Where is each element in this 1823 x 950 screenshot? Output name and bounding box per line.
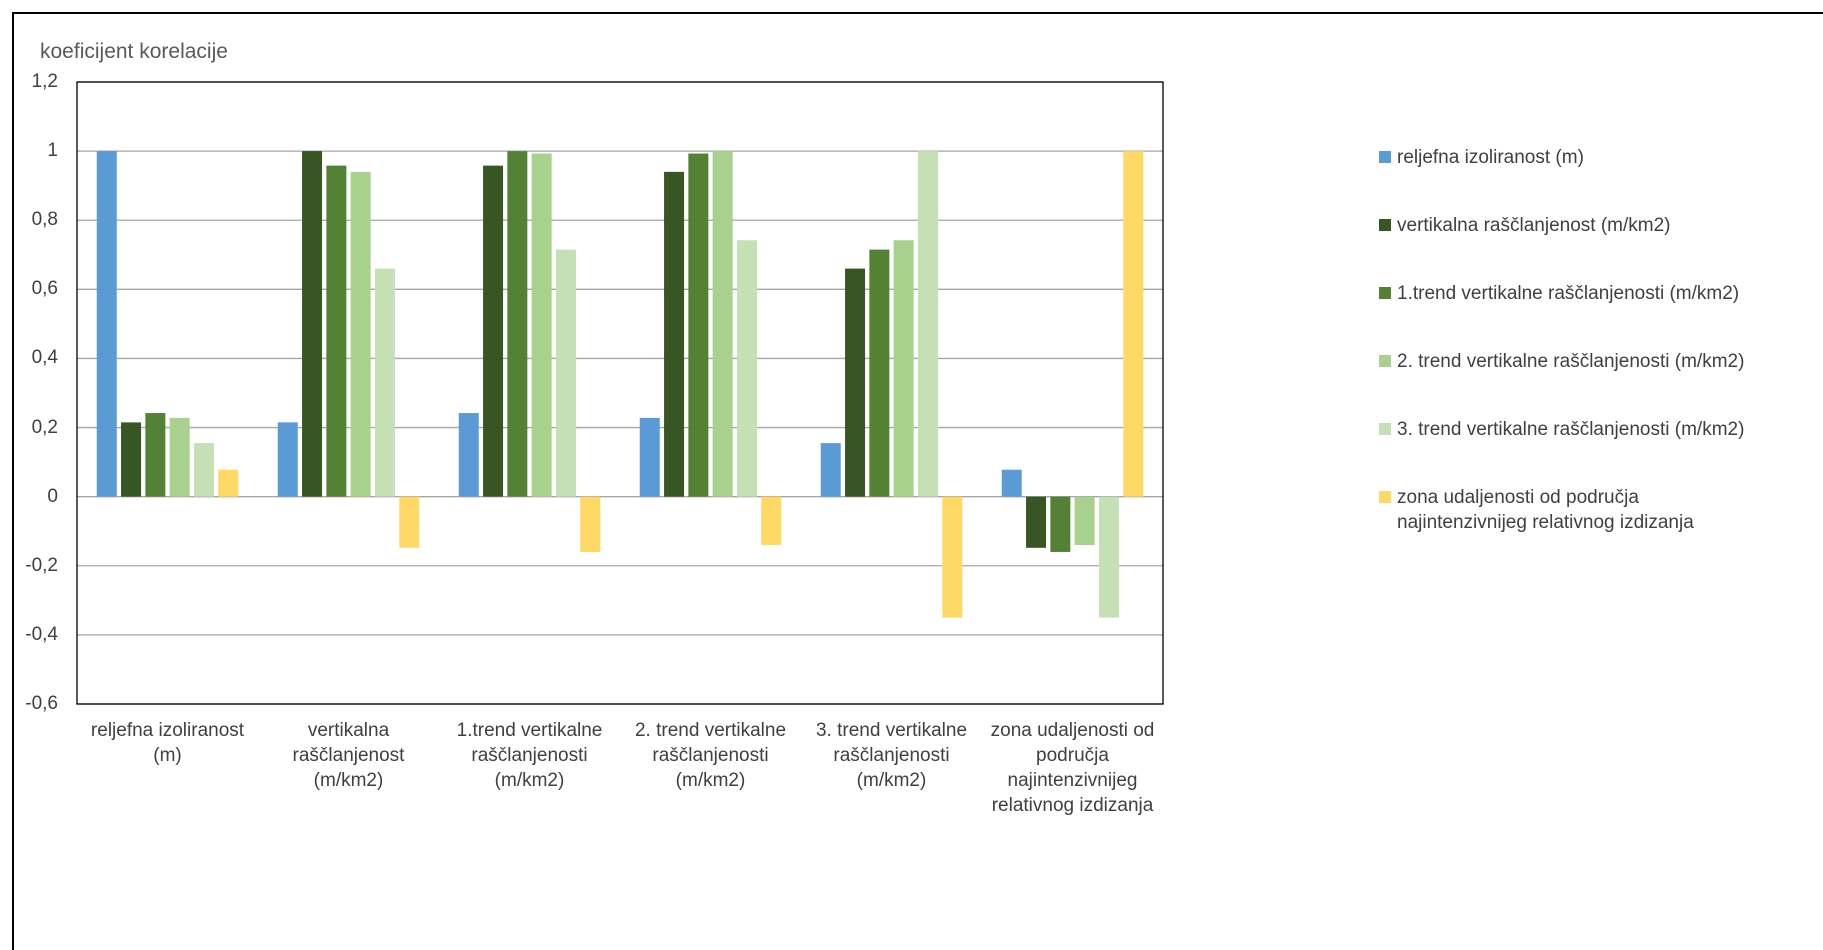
- bar: [96, 151, 117, 497]
- bar: [893, 240, 914, 497]
- x-category-label-line: 2. trend vertikalne: [634, 720, 787, 741]
- x-category-label: vertikalna raščlanjenost (m/km2): [244, 718, 454, 793]
- chart-frame: [12, 12, 1823, 950]
- bar: [218, 469, 239, 497]
- legend-item: vertikalna raščlanjenost (m/km2): [1379, 213, 1670, 238]
- y-axis-title: koeficijent korelacije: [40, 40, 228, 63]
- bar: [869, 249, 890, 497]
- y-tick-label: -0,6: [25, 693, 58, 714]
- bar: [845, 268, 866, 497]
- legend-swatch: [1379, 287, 1391, 299]
- x-category-label-line: područja: [1036, 745, 1109, 766]
- x-category-label-line: (m): [153, 745, 182, 766]
- x-category-label-line: zona udaljenosti od: [990, 720, 1155, 741]
- bar: [531, 153, 552, 497]
- x-category-label-line: najintenzivnijeg: [1007, 770, 1138, 791]
- bar: [820, 443, 841, 497]
- y-tick-label: -0,4: [25, 623, 58, 645]
- bar: [942, 496, 963, 618]
- bar: [1098, 496, 1119, 618]
- x-category-label-line: (m/km2): [313, 770, 384, 791]
- bar: [399, 496, 420, 548]
- legend-item: 3. trend vertikalne raščlanjenosti (m/km…: [1379, 417, 1744, 442]
- y-tick-label: 1,2: [31, 71, 58, 92]
- bar: [580, 496, 601, 552]
- bar: [1050, 496, 1071, 552]
- y-tick-label: 1: [47, 140, 58, 162]
- x-category-label: 1.trend vertikalne raščlanjenosti (m/km2): [425, 718, 635, 793]
- x-category-label: reljefna izoliranost (m): [63, 718, 273, 768]
- bar: [712, 151, 733, 497]
- x-category-label-line: (m/km2): [856, 770, 927, 791]
- bar: [1123, 151, 1144, 497]
- y-tick-label: 0,8: [31, 209, 58, 231]
- bar: [350, 171, 371, 497]
- bar: [145, 413, 166, 497]
- bar: [736, 240, 757, 497]
- bar: [688, 153, 709, 497]
- plot-area-border: [76, 81, 1164, 705]
- bar: [302, 151, 323, 497]
- x-category-label-line: raščlanjenosti: [471, 745, 588, 766]
- legend-label: najintenzivnijeg relativnog izdizanja: [1397, 512, 1694, 533]
- bar: [326, 165, 347, 497]
- bar: [664, 171, 685, 497]
- x-category-label-line: raščlanjenost: [292, 745, 405, 766]
- bar: [169, 417, 190, 497]
- y-tick-label: 0,4: [31, 347, 58, 369]
- bar: [121, 422, 142, 497]
- legend-swatch: [1379, 355, 1391, 367]
- legend-label: 2. trend vertikalne raščlanjenosti (m/km…: [1397, 351, 1745, 372]
- legend-label: zona udaljenosti od područja: [1397, 487, 1639, 508]
- legend-item: reljefna izoliranost (m): [1379, 145, 1584, 170]
- bar: [555, 249, 576, 497]
- bar: [507, 151, 528, 497]
- legend-label: reljefna izoliranost (m): [1397, 147, 1584, 168]
- legend-item: 2. trend vertikalne raščlanjenosti (m/km…: [1379, 349, 1744, 374]
- bar: [639, 417, 660, 497]
- x-category-label-line: vertikalna: [307, 720, 390, 741]
- bar: [1001, 469, 1022, 497]
- legend-swatch: [1379, 423, 1391, 435]
- y-tick-label: 0,6: [31, 278, 58, 300]
- legend-label: 3. trend vertikalne raščlanjenosti (m/km…: [1397, 419, 1745, 440]
- bar: [193, 443, 214, 497]
- y-tick-label: 0: [47, 485, 58, 507]
- legend-item: zona udaljenosti od područja najintenzivn…: [1379, 485, 1694, 535]
- bar: [1074, 496, 1095, 546]
- x-category-label-line: 3. trend vertikalne: [815, 720, 968, 741]
- y-tick-label: 0,2: [31, 416, 58, 438]
- legend-swatch: [1379, 151, 1391, 163]
- x-category-label-line: (m/km2): [675, 770, 746, 791]
- bar: [761, 496, 782, 546]
- legend-label: 1.trend vertikalne raščlanjenosti (m/km2…: [1397, 283, 1740, 304]
- x-category-label: 3. trend vertikalne raščlanjenosti (m/km2): [787, 718, 997, 793]
- x-category-label: zona udaljenosti od područja najintenzivni…: [968, 718, 1178, 818]
- legend-swatch: [1379, 219, 1391, 231]
- x-category-label-line: reljefna izoliranost: [90, 720, 245, 741]
- legend-swatch: [1379, 491, 1391, 503]
- x-category-label-line: (m/km2): [494, 770, 565, 791]
- bar: [917, 151, 938, 497]
- y-tick-label: -0,2: [25, 554, 58, 576]
- bar: [483, 165, 504, 497]
- bar: [374, 268, 395, 497]
- legend-item: 1.trend vertikalne raščlanjenosti (m/km2…: [1379, 281, 1739, 306]
- x-category-label-line: raščlanjenosti: [833, 745, 950, 766]
- x-category-label-line: 1.trend vertikalne: [456, 720, 603, 741]
- legend-label: vertikalna raščlanjenost (m/km2): [1397, 215, 1671, 236]
- bar: [277, 422, 298, 497]
- x-category-label-line: relativnog izdizanja: [991, 795, 1154, 816]
- bar: [1026, 496, 1047, 548]
- bar: [458, 413, 479, 497]
- x-category-label: 2. trend vertikalne raščlanjenosti (m/km2): [606, 718, 816, 793]
- x-category-label-line: raščlanjenosti: [652, 745, 769, 766]
